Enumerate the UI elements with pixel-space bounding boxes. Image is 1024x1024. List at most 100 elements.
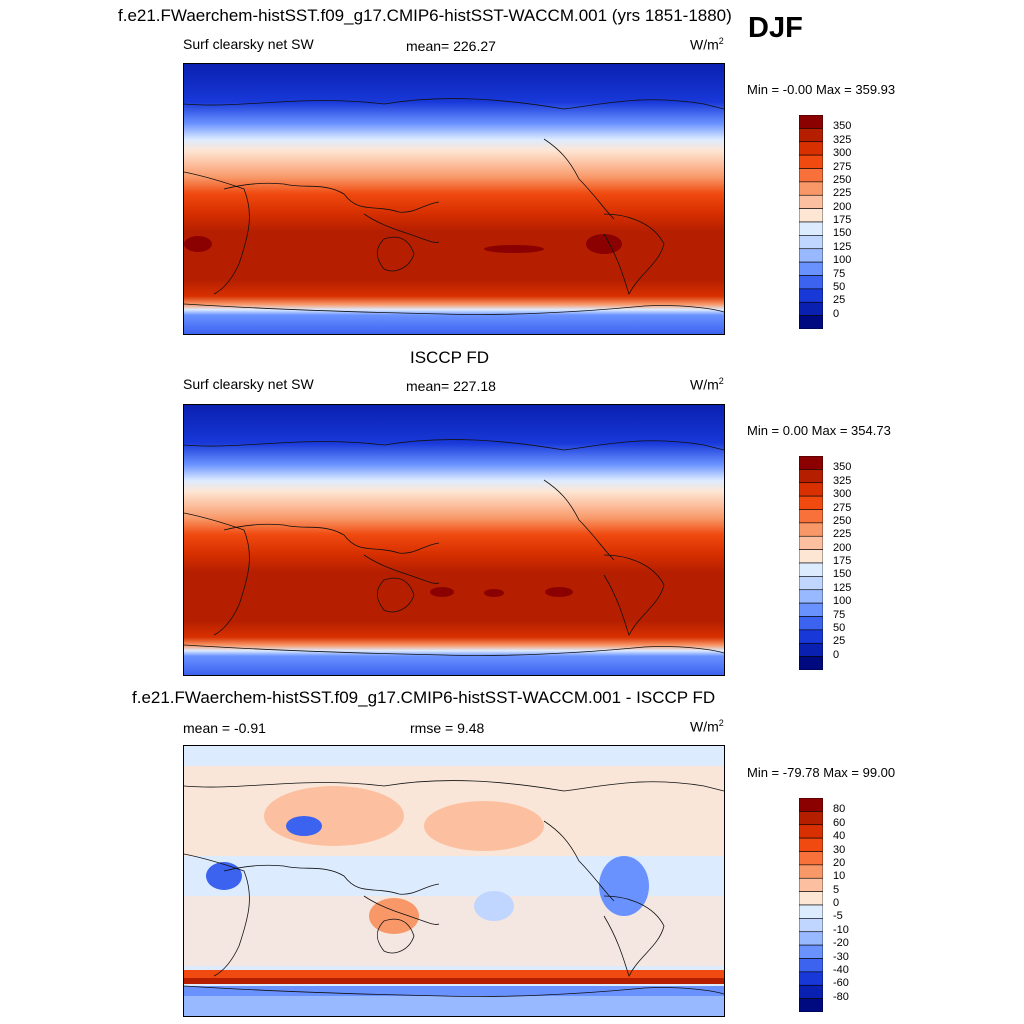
panel-2-colorbar-tick-label: 325 (833, 474, 852, 487)
panel-1-colorbar-tick-label: 250 (833, 173, 852, 186)
panel-3-colorbar-tick-label: 10 (833, 870, 846, 883)
panel-3-colorbar-tick-label: -30 (833, 950, 849, 963)
panel-3-colorbar-tick-label: -80 (833, 990, 849, 1003)
panel-3-colorbar-box (798, 904, 824, 919)
panel-1-colorbar-box (798, 128, 824, 143)
panel-1-colorbar-box (798, 181, 824, 196)
panel-2-map (183, 404, 725, 676)
panel-3-units: W/m2 (690, 718, 724, 735)
panel-3-colorbar-tick-label: 5 (833, 883, 840, 896)
panel-1-colorbar-box (798, 288, 824, 303)
panel-1-colorbar-tick-label: 325 (833, 133, 852, 146)
panel-3-colorbar-tick-label: -10 (833, 923, 849, 936)
panel-2-colorbar-tick-label: 300 (833, 488, 852, 501)
panel-1-colorbar-box (798, 114, 824, 129)
panel-1-colorbar-box (798, 154, 824, 169)
panel-1-colorbar-svg (798, 114, 824, 330)
panel-2-colorbar-box (798, 522, 824, 537)
panel-2-colorbar-tick-label: 250 (833, 514, 852, 527)
panel-1-colorbar-box (798, 275, 824, 290)
panel-2-colorbar-box (798, 495, 824, 510)
panel-1-units: W/m2 (690, 36, 724, 53)
panel-1-variable-label: Surf clearsky net SW (183, 36, 314, 52)
panel-3-colorbar-box (798, 971, 824, 986)
panel-2-colorbar-box (798, 535, 824, 550)
panel-3-colorbar-box (798, 811, 824, 826)
panel-3-colorbar-tick-label: 40 (833, 830, 846, 843)
panel-3-colorbar-box (798, 824, 824, 839)
panel-1-colorbar-box (798, 248, 824, 263)
panel-3-colorbar-box (798, 851, 824, 866)
panel-1-minmax: Min = -0.00 Max = 359.93 (747, 82, 896, 97)
panel-1-colorbar-box (798, 141, 824, 156)
panel-1-colorbar-tick-label: 50 (833, 280, 846, 293)
panel-1-colorbar-box (798, 194, 824, 209)
panel-1-colorbar (798, 114, 824, 330)
panel-2-units: W/m2 (690, 376, 724, 393)
panel-1-colorbar-box (798, 208, 824, 223)
panel-3-colorbar-tick-label: 0 (833, 897, 840, 909)
panel-2-colorbar-svg (798, 455, 824, 671)
panel-3-colorbar-tick-label: 20 (833, 856, 846, 869)
panel-2-colorbar-box (798, 509, 824, 524)
panel-3-colorbar-tick-label: -5 (833, 910, 843, 923)
panel-1-units-base: W/m (690, 36, 719, 53)
panel-1-colorbar-box (798, 301, 824, 316)
panel-2-colorbar-box (798, 616, 824, 631)
panel-3-colorbar-tick-label: -20 (833, 937, 849, 950)
panel-3-map-svg (184, 746, 724, 1016)
panel-3-colorbar-box (798, 931, 824, 946)
panel-1-mean-label: mean= 226.27 (406, 38, 496, 54)
panel-3-colorbar-tick-label: 30 (833, 843, 846, 856)
season-label: DJF (748, 12, 803, 44)
panel-3-units-exponent: 2 (718, 718, 724, 728)
panel-3-colorbar-box (798, 864, 824, 879)
panel-2-colorbar-box (798, 562, 824, 577)
panel-3-colorbar-box (798, 877, 824, 892)
panel-2-colorbar-box (798, 589, 824, 604)
panel-3-colorbar (798, 797, 824, 1013)
panel-1-colorbar-tick-label: 300 (833, 147, 852, 160)
panel-1-colorbar-tick-label: 25 (833, 294, 846, 307)
panel-1-map (183, 63, 725, 335)
panel-3-mean-label: mean = -0.91 (183, 720, 266, 736)
panel-1-colorbar-tick-label: 75 (833, 267, 846, 280)
panel-1-colorbar-tick-label: 150 (833, 227, 852, 240)
panel-2-colorbar-box (798, 576, 824, 591)
panel-2-units-base: W/m (690, 376, 719, 393)
panel-3-minmax: Min = -79.78 Max = 99.00 (747, 765, 896, 780)
panel-2-colorbar-tick-label: 175 (833, 555, 852, 567)
panel-3-colorbar-tick-label: -60 (833, 977, 849, 990)
panel-2-colorbar-tick-label: 225 (833, 528, 852, 541)
panel-3-colorbar-box (798, 998, 824, 1013)
panel-2-colorbar-box (798, 469, 824, 484)
panel-1-colorbar-tick-label: 125 (833, 240, 852, 253)
panel-3-title: f.e21.FWaerchem-histSST.f09_g17.CMIP6-hi… (132, 688, 716, 707)
panel-2-colorbar-box (798, 629, 824, 644)
panel-2-colorbar-tick-label: 100 (833, 595, 852, 608)
panel-1-units-exponent: 2 (718, 36, 724, 46)
panel-1-colorbar-tick-label: 175 (833, 214, 852, 226)
panel-2-colorbar-box (798, 482, 824, 497)
panel-2-colorbar-tick-label: 350 (833, 461, 852, 474)
panel-1-colorbar-box (798, 315, 824, 330)
panel-2-title: ISCCP FD (410, 348, 490, 367)
panel-2-colorbar-tick-label: 150 (833, 568, 852, 581)
panel-3-colorbar-svg (798, 797, 824, 1013)
panel-1-colorbar-tick-label: 350 (833, 120, 852, 133)
panel-3-colorbar-tick-label: 80 (833, 803, 846, 816)
panel-1-colorbar-tick-label: 275 (833, 160, 852, 173)
panel-3-colorbar-box (798, 958, 824, 973)
panel-1-map-svg (184, 64, 724, 334)
panel-1-colorbar-box (798, 235, 824, 250)
panel-3-rmse-label: rmse = 9.48 (410, 720, 485, 736)
panel-2-mean-label: mean= 227.18 (406, 378, 496, 394)
panel-2-colorbar (798, 455, 824, 671)
panel-2-colorbar-tick-label: 50 (833, 621, 846, 634)
panel-2-colorbar-box (798, 455, 824, 470)
panel-2-units-exponent: 2 (718, 376, 724, 386)
panel-1-title: f.e21.FWaerchem-histSST.f09_g17.CMIP6-hi… (118, 6, 732, 25)
panel-2-colorbar-box (798, 602, 824, 617)
panel-2-colorbar-tick-label: 125 (833, 581, 852, 594)
panel-1-colorbar-tick-label: 0 (833, 307, 840, 320)
